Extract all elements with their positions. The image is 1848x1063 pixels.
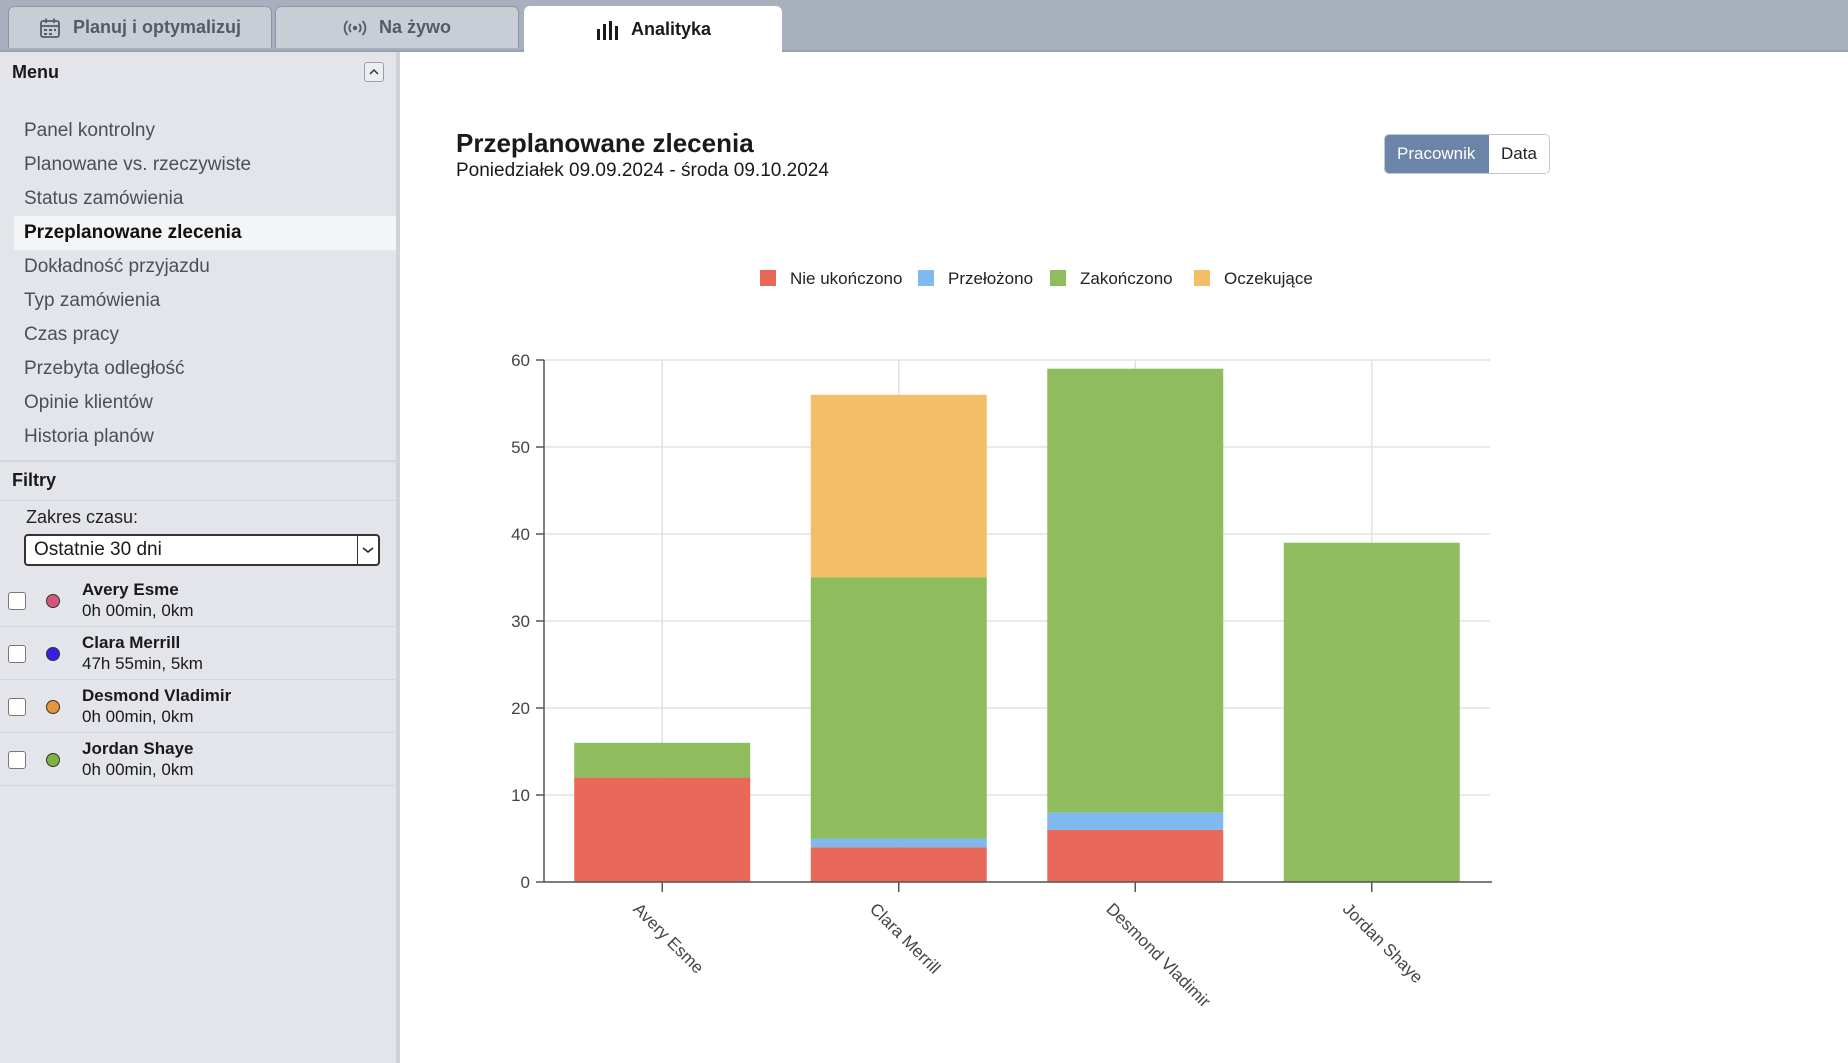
legend-swatch (1050, 270, 1066, 286)
legend-label: Zakończono (1080, 269, 1173, 288)
employee-checkbox[interactable] (8, 698, 26, 716)
menu-list: Panel kontrolny Planowane vs. rzeczywist… (0, 114, 396, 454)
divider (0, 460, 396, 462)
bar-segment (810, 847, 987, 882)
employee-name: Desmond Vladimir (82, 686, 232, 705)
employee-color-dot (46, 594, 60, 608)
divider (0, 500, 396, 501)
employee-row: Desmond Vladimir 0h 00min, 0km (0, 680, 396, 733)
employee-name: Avery Esme (82, 580, 179, 599)
employee-checkbox[interactable] (8, 751, 26, 769)
x-tick-label: Jordan Shaye (1339, 899, 1427, 987)
tab-plan-optimize[interactable]: Planuj i optymalizuj (8, 6, 272, 48)
employee-color-dot (46, 647, 60, 661)
employee-meta: 0h 00min, 0km (82, 760, 194, 779)
employee-meta: 0h 00min, 0km (82, 601, 194, 620)
time-range-value: Ostatnie 30 dni (34, 539, 162, 560)
top-tab-bar: Planuj i optymalizuj Na żywo Analityka (0, 0, 1848, 52)
tab-live[interactable]: Na żywo (275, 6, 519, 48)
chevron-down-icon (357, 536, 378, 564)
tab-analytics[interactable]: Analityka (524, 6, 782, 52)
menu-item-order-status[interactable]: Status zamówienia (24, 188, 184, 209)
time-range-label: Zakres czasu: (26, 507, 139, 527)
x-tick-label: Avery Esme (629, 899, 707, 977)
menu-item-arrival-accuracy[interactable]: Dokładność przyjazdu (24, 256, 210, 277)
chevron-up-icon (369, 68, 379, 75)
bar-segment (1283, 542, 1460, 882)
bar-segment (810, 838, 987, 848)
y-tick-label: 40 (511, 525, 530, 544)
toggle-date-button[interactable]: Data (1489, 135, 1549, 173)
legend-swatch (918, 270, 934, 286)
legend-label: Oczekujące (1224, 269, 1313, 288)
menu-title: Menu (12, 62, 59, 82)
bar-segment (574, 777, 751, 882)
menu-item-dashboard[interactable]: Panel kontrolny (24, 120, 155, 141)
employee-color-dot (46, 700, 60, 714)
legend-label: Nie ukończono (790, 269, 902, 288)
broadcast-icon (343, 19, 367, 36)
date-range-subtitle: Poniedziałek 09.09.2024 - środa 09.10.20… (456, 160, 829, 181)
filters-title: Filtry (12, 470, 57, 490)
tab-live-label: Na żywo (378, 17, 452, 37)
x-tick-label: Desmond Vladimir (1102, 899, 1214, 1011)
employee-color-dot (46, 753, 60, 767)
sidebar: Menu Panel kontrolny Planowane vs. rzecz… (0, 52, 400, 1063)
x-tick-label: Clara Merrill (866, 899, 944, 977)
page-title: Przeplanowane zlecenia (456, 128, 754, 158)
employee-name: Jordan Shaye (82, 739, 194, 758)
legend-swatch (760, 270, 776, 286)
bar-chart-icon (596, 20, 618, 40)
y-tick-label: 10 (511, 786, 530, 805)
collapse-button[interactable] (364, 62, 384, 82)
tab-analytics-label: Analityka (630, 19, 712, 39)
bar-segment (1047, 812, 1224, 830)
menu-item-plan-history[interactable]: Historia planów (24, 426, 154, 447)
group-by-toggle: Pracownik Data (1384, 134, 1550, 174)
employee-row: Jordan Shaye 0h 00min, 0km (0, 733, 396, 786)
legend-swatch (1194, 270, 1210, 286)
legend-label: Przełożono (948, 269, 1033, 288)
y-tick-label: 0 (521, 873, 530, 892)
employee-checkbox[interactable] (8, 592, 26, 610)
menu-item-work-time[interactable]: Czas pracy (24, 324, 120, 345)
toggle-employee-button[interactable]: Pracownik (1385, 135, 1489, 173)
bar-segment (574, 742, 751, 778)
y-tick-label: 30 (511, 612, 530, 631)
employee-meta: 47h 55min, 5km (82, 654, 203, 673)
bar-segment (1047, 368, 1224, 813)
tab-plan-optimize-label: Planuj i optymalizuj (72, 17, 242, 37)
time-range-select[interactable]: Ostatnie 30 dni (24, 534, 380, 566)
y-tick-label: 20 (511, 699, 530, 718)
menu-item-distance[interactable]: Przebyta odległość (24, 358, 185, 379)
employee-name: Clara Merrill (82, 633, 181, 652)
menu-item-rescheduled-orders[interactable]: Przeplanowane zlecenia (14, 216, 396, 250)
bar-segment (810, 394, 987, 578)
y-tick-label: 60 (511, 351, 530, 370)
y-tick-label: 50 (511, 438, 530, 457)
menu-item-planned-vs-actual[interactable]: Planowane vs. rzeczywiste (24, 154, 252, 175)
menu-item-order-type[interactable]: Typ zamówienia (24, 290, 161, 311)
employee-checkbox[interactable] (8, 645, 26, 663)
stacked-bar-chart: 0 10 20 30 40 50 60 Avery Esme Clara Merrill Desm… (511, 269, 1492, 1011)
bar-segment (1047, 829, 1224, 882)
employee-row: Clara Merrill 47h 55min, 5km (0, 627, 396, 680)
employee-meta: 0h 00min, 0km (82, 707, 194, 726)
employee-row: Avery Esme 0h 00min, 0km (0, 574, 396, 627)
calendar-icon (40, 18, 60, 38)
menu-item-customer-reviews[interactable]: Opinie klientów (24, 392, 153, 413)
employee-list: Avery Esme 0h 00min, 0km Clara Merrill 4… (0, 574, 396, 786)
bar-segment (810, 577, 987, 839)
